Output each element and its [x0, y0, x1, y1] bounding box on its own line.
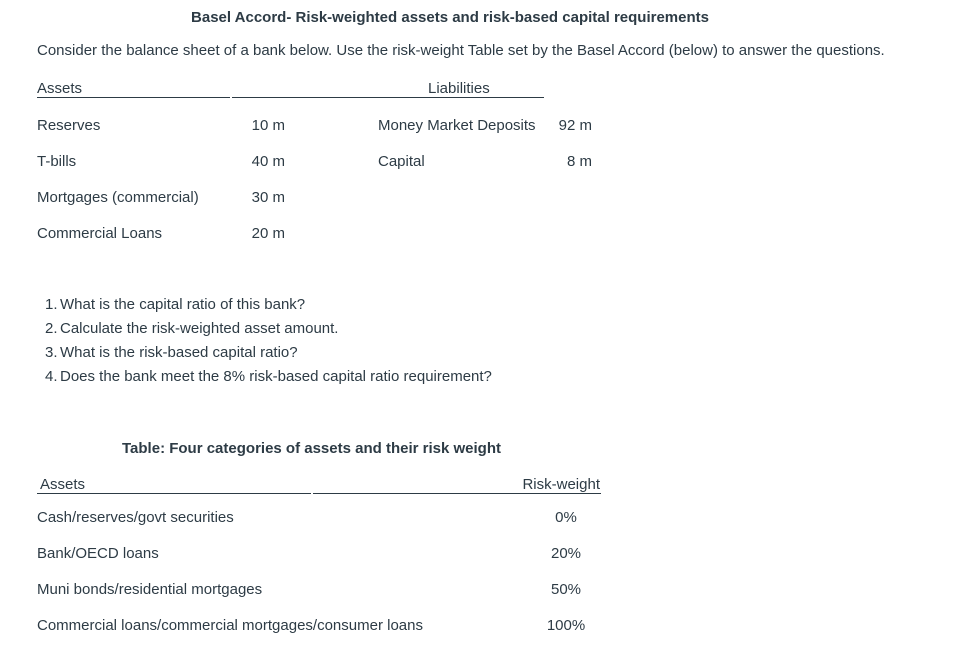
column-spacer	[285, 180, 378, 216]
question-text: Does the bank meet the 8% risk-based cap…	[60, 368, 492, 385]
risk-asset-label: Cash/reserves/govt securities	[37, 509, 234, 526]
balance-sheet-liabilities-header: Liabilities	[232, 81, 544, 98]
risk-asset-label: Commercial loans/commercial mortgages/co…	[37, 617, 423, 634]
question-number: 4.	[45, 368, 58, 385]
liability-label: Capital	[378, 153, 425, 170]
question-item: 3. What is the risk-based capital ratio?	[45, 341, 492, 365]
risk-table-row: Muni bonds/residential mortgages 50%	[37, 572, 601, 608]
question-text: What is the capital ratio of this bank?	[60, 296, 306, 313]
asset-label: Reserves	[37, 117, 101, 134]
risk-asset-label: Bank/OECD loans	[37, 545, 159, 562]
question-text: What is the risk-based capital ratio?	[60, 344, 298, 361]
asset-amount: 40 m	[251, 153, 285, 170]
risk-table-title: Table: Four categories of assets and the…	[122, 440, 501, 457]
asset-label: T-bills	[37, 153, 77, 170]
asset-amount: 20 m	[251, 225, 285, 242]
asset-amount: 30 m	[251, 189, 285, 206]
risk-table: Cash/reserves/govt securities 0% Bank/OE…	[37, 500, 601, 644]
balance-sheet: Reserves 10 m Money Market Deposits 92 m…	[37, 108, 592, 252]
column-spacer	[285, 216, 378, 252]
liability-label: Money Market Deposits	[378, 117, 536, 134]
question-number: 2.	[45, 320, 58, 337]
liability-amount: 92 m	[558, 117, 592, 134]
risk-table-header: Assets Risk-weight	[37, 477, 601, 494]
page-title: Basel Accord- Risk-weighted assets and r…	[191, 9, 709, 26]
question-number: 1.	[45, 296, 58, 313]
risk-weight-value: 100%	[546, 617, 586, 634]
risk-weight-value: 20%	[550, 545, 582, 562]
empty-cell	[552, 180, 592, 216]
question-item: 4. Does the bank meet the 8% risk-based …	[45, 365, 492, 389]
balance-sheet-header: Assets Liabilities	[37, 81, 544, 98]
risk-weight-value: 50%	[550, 581, 582, 598]
column-spacer	[285, 108, 378, 144]
question-text: Calculate the risk-weighted asset amount…	[60, 320, 339, 337]
balance-sheet-row: Mortgages (commercial) 30 m	[37, 180, 592, 216]
risk-table-row: Bank/OECD loans 20%	[37, 536, 601, 572]
balance-sheet-row: Reserves 10 m Money Market Deposits 92 m	[37, 108, 592, 144]
risk-asset-label: Muni bonds/residential mortgages	[37, 581, 263, 598]
empty-cell	[552, 216, 592, 252]
question-item: 1. What is the capital ratio of this ban…	[45, 293, 492, 317]
risk-table-assets-header: Assets	[37, 477, 311, 494]
empty-cell	[378, 180, 552, 216]
balance-sheet-row: T-bills 40 m Capital 8 m	[37, 144, 592, 180]
balance-sheet-row: Commercial Loans 20 m	[37, 216, 592, 252]
risk-weight-value: 0%	[555, 509, 577, 526]
asset-amount: 10 m	[251, 117, 285, 134]
column-spacer	[285, 144, 378, 180]
risk-table-weight-header: Risk-weight	[313, 477, 601, 494]
liability-amount: 8 m	[566, 153, 592, 170]
asset-label: Commercial Loans	[37, 225, 163, 242]
intro-text: Consider the balance sheet of a bank bel…	[37, 42, 885, 59]
question-number: 3.	[45, 344, 58, 361]
balance-sheet-assets-header: Assets	[37, 81, 230, 98]
question-item: 2. Calculate the risk-weighted asset amo…	[45, 317, 492, 341]
empty-cell	[378, 216, 552, 252]
risk-table-row: Commercial loans/commercial mortgages/co…	[37, 608, 601, 644]
asset-label: Mortgages (commercial)	[37, 189, 199, 206]
questions-list: 1. What is the capital ratio of this ban…	[45, 293, 492, 389]
risk-table-row: Cash/reserves/govt securities 0%	[37, 500, 601, 536]
